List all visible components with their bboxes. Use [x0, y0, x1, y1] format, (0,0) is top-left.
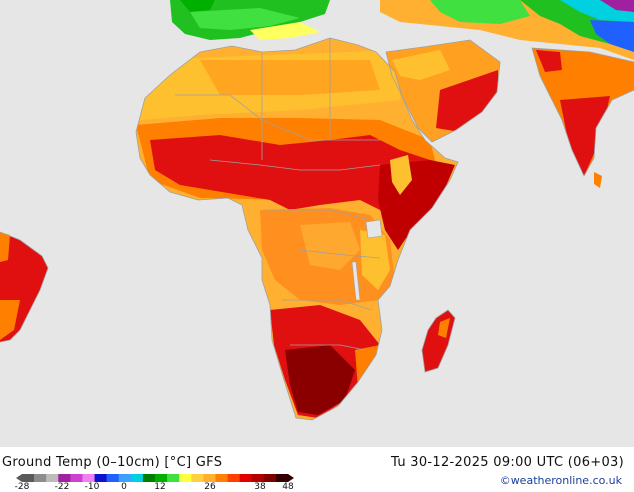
- legend-arrow-left: [16, 474, 22, 482]
- color-legend: [16, 474, 294, 482]
- legend-swatch: [263, 474, 277, 482]
- legend-swatch: [34, 474, 47, 482]
- temperature-map: [0, 0, 634, 421]
- map-canvas[interactable]: [0, 0, 634, 447]
- legend-swatch: [227, 474, 240, 482]
- legend-swatch: [215, 474, 228, 482]
- europe-region: [170, 0, 330, 40]
- legend-swatch: [275, 474, 289, 482]
- lake-tanganyika: [351, 261, 361, 301]
- legend-swatch: [203, 474, 216, 482]
- legend-tick-label: 12: [154, 482, 166, 492]
- legend-swatch: [155, 474, 168, 482]
- legend-tick-label: 38: [254, 482, 266, 492]
- map-datetime: Tu 30-12-2025 09:00 UTC (06+03): [391, 455, 624, 470]
- india-region: [532, 48, 634, 188]
- asia-region: [380, 0, 634, 60]
- legend-swatch: [142, 474, 156, 482]
- map-footer: Ground Temp (0–10cm) [°C] GFS Tu 30-12-2…: [0, 447, 634, 492]
- map-title: Ground Temp (0–10cm) [°C] GFS: [2, 455, 223, 470]
- legend-tick-label: -22: [54, 482, 70, 492]
- legend-swatch: [239, 474, 253, 482]
- lake-victoria: [365, 219, 383, 239]
- legend-tick-label: -10: [84, 482, 100, 492]
- country-borders: [0, 37, 634, 421]
- legend-swatch: [179, 474, 192, 482]
- legend-swatch: [167, 474, 180, 482]
- legend-tick-label: 0: [121, 482, 127, 492]
- legend-arrow-right: [288, 474, 294, 482]
- legend-swatch: [22, 474, 35, 482]
- legend-swatch: [82, 474, 95, 482]
- legend-swatch: [251, 474, 265, 482]
- legend-swatch: [118, 474, 132, 482]
- legend-swatch: [106, 474, 120, 482]
- legend-swatch: [94, 474, 107, 482]
- legend-tick-label: -28: [14, 482, 30, 492]
- legend-swatch: [70, 474, 83, 482]
- legend-tick-label: 48: [282, 482, 294, 492]
- legend-swatch: [46, 474, 59, 482]
- legend-swatch: [191, 474, 204, 482]
- legend-swatch: [130, 474, 144, 482]
- legend-swatch: [58, 474, 71, 482]
- credit-link[interactable]: ©weatheronline.co.uk: [499, 474, 622, 487]
- legend-tick-label: 26: [204, 482, 216, 492]
- south-america-region: [0, 232, 48, 342]
- arabia-region: [386, 40, 500, 142]
